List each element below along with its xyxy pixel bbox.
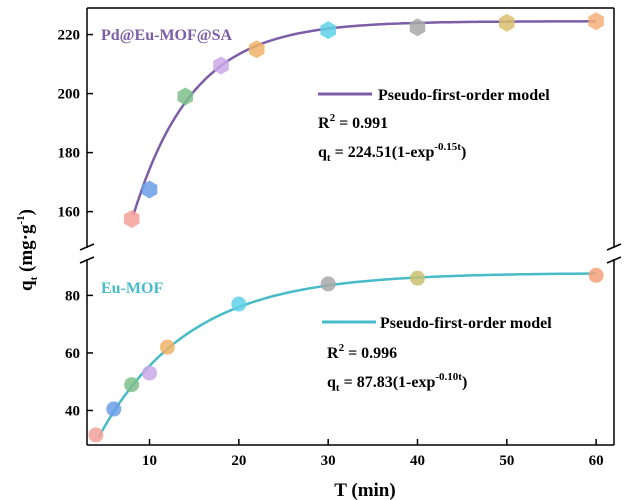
- equation-text-top: qt = 224.51(1-exp-0.15t): [318, 141, 466, 164]
- legend-label-top: Pseudo-first-order model: [378, 87, 550, 104]
- data-point: [142, 365, 158, 381]
- x-tick-label: 50: [499, 453, 514, 469]
- model-curve-top: [132, 20, 597, 216]
- y-tick-label: 200: [58, 87, 81, 103]
- panel-label-bottom: Eu-MOF: [101, 280, 163, 297]
- data-point: [88, 427, 104, 443]
- r2-text-bottom: R2 = 0.996: [327, 342, 397, 362]
- data-point: [106, 401, 122, 417]
- equation-text-bottom: qt = 87.83(1-exp-0.10t): [327, 371, 467, 394]
- data-point: [177, 87, 193, 106]
- x-tick-label: 60: [589, 453, 604, 469]
- data-point: [588, 12, 604, 31]
- data-point: [499, 13, 515, 32]
- y-tick-label: 160: [58, 205, 81, 221]
- y-tick-label: 220: [58, 28, 81, 44]
- model-curve-bottom: [97, 272, 597, 439]
- break-mark-right-upper: [606, 243, 622, 251]
- data-point: [213, 56, 229, 75]
- x-tick-label: 20: [231, 453, 246, 469]
- data-point: [320, 276, 336, 292]
- model-curves: [97, 20, 597, 439]
- legend-label-bottom: Pseudo-first-order model: [380, 315, 552, 332]
- y-tick-label: 60: [65, 346, 80, 362]
- data-point: [409, 18, 426, 37]
- y-tick-label: 180: [58, 146, 81, 162]
- data-point: [159, 339, 175, 355]
- axes-group: 10 20 30 40 50 60 160 180 200 220 40 60 80: [58, 7, 622, 469]
- x-tick-label: 40: [410, 453, 425, 469]
- break-mark-left-upper: [79, 243, 95, 251]
- y-axis-title: qt (mg·g-1): [15, 209, 40, 291]
- x-tick-label: 30: [321, 453, 336, 469]
- data-point: [409, 270, 425, 286]
- data-point: [588, 267, 604, 283]
- r2-text-top: R2 = 0.991: [318, 112, 388, 132]
- x-axis-title: T (min): [334, 480, 395, 500]
- data-points: [88, 12, 604, 443]
- data-point: [231, 296, 247, 312]
- break-mark-right-lower: [606, 256, 622, 264]
- data-point: [124, 377, 140, 393]
- data-point: [248, 40, 265, 59]
- data-point: [320, 21, 336, 40]
- y-tick-label: 80: [65, 288, 80, 304]
- y-tick-label: 40: [65, 403, 80, 419]
- data-point: [123, 210, 140, 228]
- data-point: [141, 180, 158, 199]
- x-tick-label: 10: [142, 453, 157, 469]
- panel-label-top: Pd@Eu-MOF@SA: [101, 27, 233, 44]
- break-mark-left-lower: [79, 256, 95, 264]
